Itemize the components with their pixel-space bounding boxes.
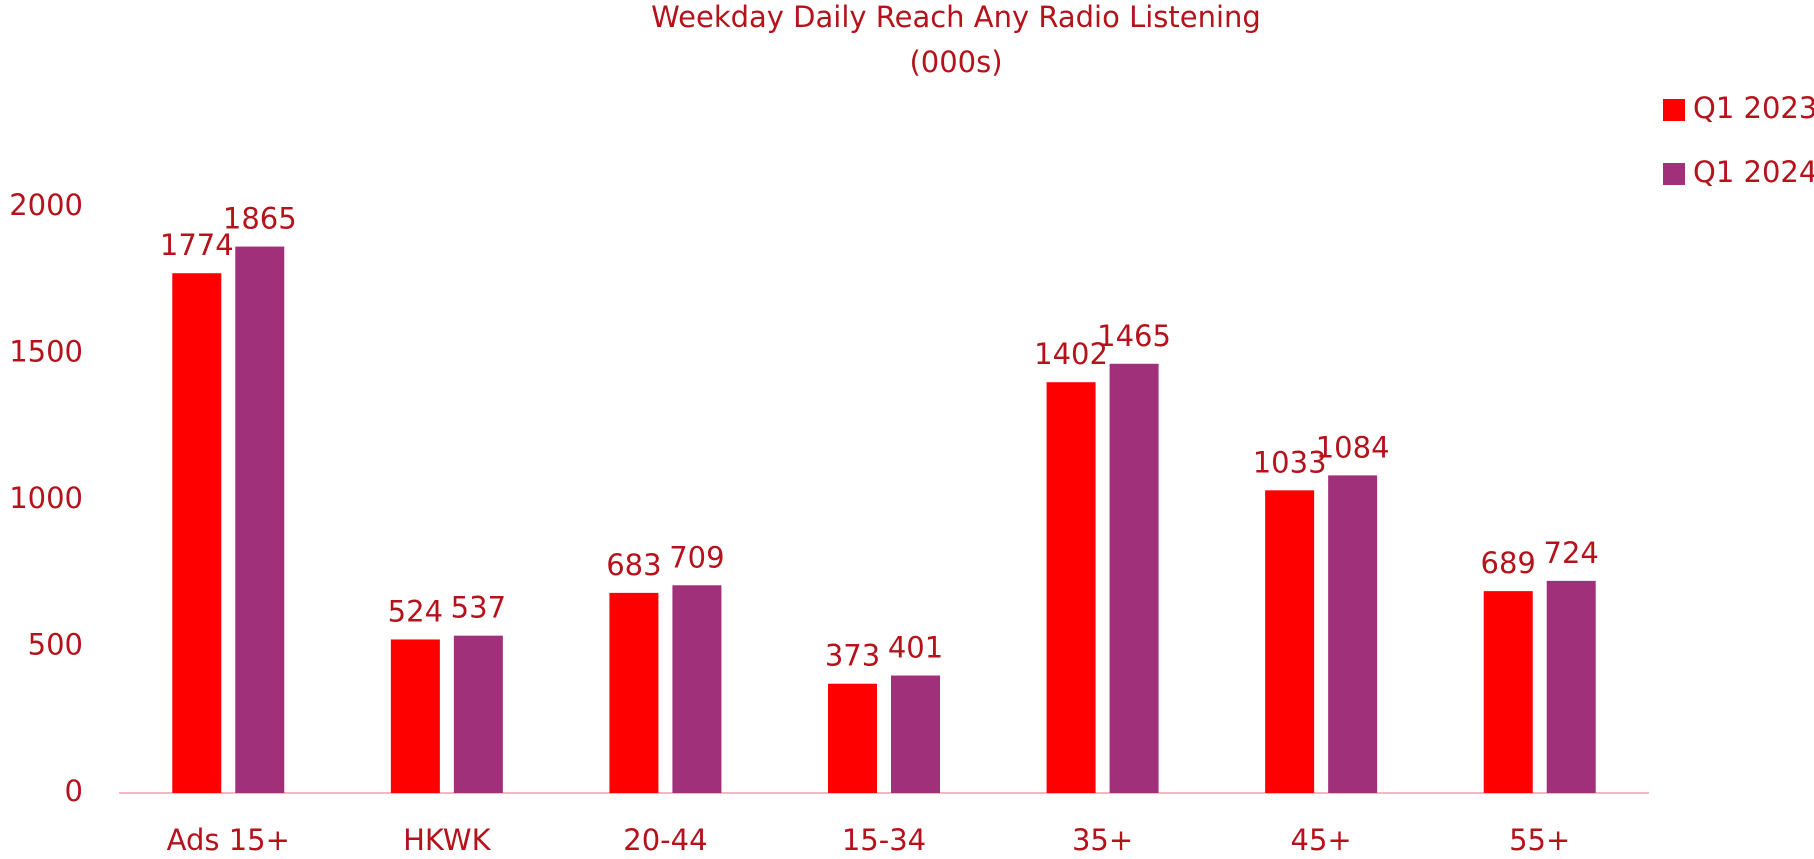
bar xyxy=(453,635,503,793)
data-label: 537 xyxy=(451,591,506,625)
bar xyxy=(1483,591,1533,793)
x-tick-label: 45+ xyxy=(1291,823,1352,857)
y-tick-label: 0 xyxy=(65,774,83,808)
data-label: 689 xyxy=(1481,546,1536,580)
bar xyxy=(891,675,940,793)
bar xyxy=(672,585,722,793)
data-label: 524 xyxy=(388,594,443,628)
bar xyxy=(235,246,285,793)
x-tick-label: Ads 15+ xyxy=(167,823,290,857)
y-tick-label: 2000 xyxy=(9,188,83,222)
legend-label: Q1 2024 xyxy=(1693,155,1814,189)
data-label: 401 xyxy=(888,631,943,665)
x-tick-label: 55+ xyxy=(1509,823,1570,857)
data-label: 1774 xyxy=(160,228,234,262)
y-tick-label: 1000 xyxy=(9,481,83,515)
data-label: 724 xyxy=(1544,536,1599,570)
legend-swatch xyxy=(1663,99,1685,121)
chart-title: Weekday Daily Reach Any Radio Listening xyxy=(651,0,1261,34)
x-tick-label: 15-34 xyxy=(842,823,926,857)
y-tick-label: 1500 xyxy=(9,335,83,369)
data-label: 683 xyxy=(606,548,661,582)
bar xyxy=(1046,382,1096,793)
bar xyxy=(1109,363,1159,793)
bar xyxy=(1546,580,1596,793)
data-label: 1402 xyxy=(1034,337,1108,371)
legend-swatch xyxy=(1663,163,1685,185)
data-label: 1465 xyxy=(1097,319,1171,353)
bar xyxy=(172,273,222,793)
bar xyxy=(390,639,440,793)
x-tick-label: 20-44 xyxy=(623,823,707,857)
y-tick-label: 500 xyxy=(28,628,83,662)
chart-subtitle: (000s) xyxy=(909,45,1002,79)
data-label: 1084 xyxy=(1316,430,1390,464)
data-label: 709 xyxy=(669,540,724,574)
x-tick-label: HKWK xyxy=(403,823,491,857)
data-label: 1865 xyxy=(223,202,297,236)
bar xyxy=(1265,490,1315,793)
data-label: 1033 xyxy=(1253,445,1327,479)
bar xyxy=(828,683,877,793)
legend-label: Q1 2023 xyxy=(1693,91,1814,125)
x-tick-label: 35+ xyxy=(1072,823,1133,857)
bar xyxy=(1328,475,1378,793)
bar xyxy=(609,592,659,793)
data-label: 373 xyxy=(825,639,880,673)
